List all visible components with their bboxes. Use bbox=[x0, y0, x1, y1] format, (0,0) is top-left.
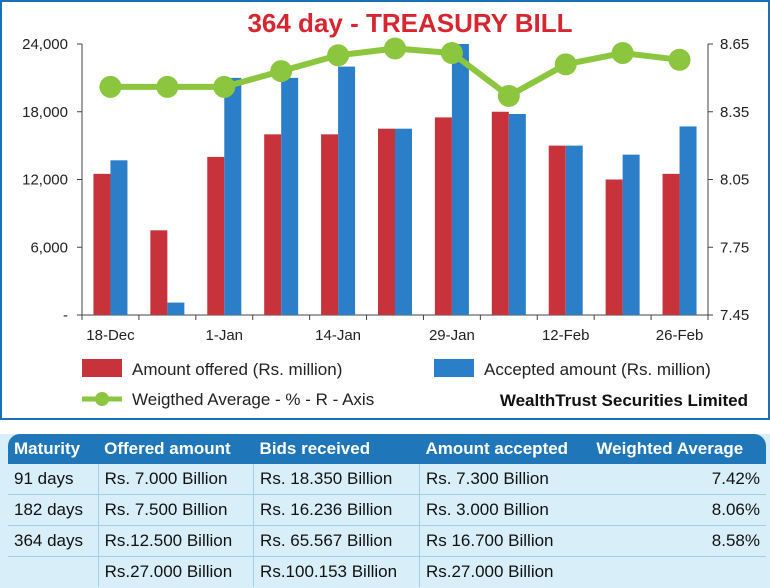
y2-tick-label: 7.45 bbox=[720, 307, 749, 324]
x-tick-label: 26-Feb bbox=[656, 327, 704, 344]
bar-amount-offered bbox=[548, 145, 566, 315]
bar-amount-offered bbox=[264, 134, 282, 315]
bar-amount-offered bbox=[150, 230, 168, 315]
auction-summary-table: Maturity Offered amount Bids received Am… bbox=[8, 434, 766, 587]
cell-accepted-total: Rs.27.000 Billion bbox=[418, 556, 591, 587]
cell-offered: Rs. 7.000 Billion bbox=[97, 464, 254, 495]
cell-weighted-average: 7.42% bbox=[590, 464, 766, 495]
cell-offered: Rs.12.500 Billion bbox=[97, 525, 254, 557]
bar-amount-offered bbox=[434, 117, 452, 315]
legend-swatch-accepted bbox=[434, 359, 474, 377]
weighted-average-point bbox=[611, 42, 634, 65]
table-row: 91 days Rs. 7.000 Billion Rs. 18.350 Bil… bbox=[8, 464, 766, 495]
cell-accepted: Rs. 7.300 Billion bbox=[418, 464, 591, 495]
y2-tick-label: 7.75 bbox=[720, 239, 749, 256]
bar-accepted-amount bbox=[338, 66, 356, 315]
weighted-average-point bbox=[99, 75, 122, 98]
chart-title: 364 day - TREASURY BILL bbox=[247, 8, 572, 38]
cell-offered-total: Rs.27.000 Billion bbox=[97, 556, 254, 587]
bar-amount-offered bbox=[662, 173, 680, 315]
cell-weighted-average bbox=[590, 557, 766, 588]
x-tick-label: 18-Dec bbox=[86, 327, 135, 344]
weighted-average-point bbox=[156, 75, 179, 98]
cell-bids: Rs. 18.350 Billion bbox=[253, 464, 420, 495]
bar-accepted-amount bbox=[281, 77, 299, 315]
y2-tick-label: 8.35 bbox=[720, 104, 749, 121]
header-weighted-average: Weighted Average bbox=[590, 434, 766, 464]
bar-amount-offered bbox=[321, 134, 339, 315]
y2-tick-label: 8.05 bbox=[720, 172, 749, 189]
bar-accepted-amount bbox=[167, 302, 185, 315]
table-row: 182 days Rs. 7.500 Billion Rs. 16.236 Bi… bbox=[8, 494, 766, 526]
bar-amount-offered bbox=[93, 173, 111, 315]
weighted-average-point bbox=[270, 60, 293, 83]
bar-accepted-amount bbox=[679, 126, 697, 315]
y-tick-label: 6,000 bbox=[30, 239, 68, 256]
legend-label-accepted: Accepted amount (Rs. million) bbox=[484, 360, 711, 379]
bar-amount-offered bbox=[605, 179, 623, 315]
cell-weighted-average: 8.58% bbox=[590, 525, 766, 557]
bar-accepted-amount bbox=[622, 154, 640, 315]
y-tick-label: 24,000 bbox=[22, 36, 68, 53]
bar-amount-offered bbox=[207, 156, 225, 315]
table-row: 364 days Rs.12.500 Billion Rs. 65.567 Bi… bbox=[8, 525, 766, 557]
weighted-average-point bbox=[213, 75, 236, 98]
legend-label-offered: Amount offered (Rs. million) bbox=[132, 360, 342, 379]
bar-amount-offered bbox=[378, 128, 395, 315]
table-header-row: Maturity Offered amount Bids received Am… bbox=[8, 434, 766, 464]
bar-amount-offered bbox=[491, 111, 509, 315]
bar-accepted-amount bbox=[451, 44, 469, 315]
y2-tick-label: 8.65 bbox=[720, 36, 749, 53]
bar-accepted-amount bbox=[395, 128, 412, 315]
legend-label-weighted: Weigthed Average - % - R - Axis bbox=[132, 390, 374, 409]
cell-accepted: Rs. 3.000 Billion bbox=[418, 494, 591, 526]
tick-labels: - 6,000 12,000 18,000 24,000 7.45 7.75 8.05 8.35… bbox=[22, 36, 749, 344]
weighted-average-point bbox=[497, 84, 520, 107]
cell-maturity bbox=[8, 557, 98, 588]
header-amount-accepted: Amount accepted bbox=[419, 434, 591, 464]
bar-accepted-amount bbox=[110, 160, 128, 315]
header-offered-amount: Offered amount bbox=[98, 434, 254, 464]
x-tick-label: 29-Jan bbox=[429, 327, 475, 344]
treasury-bill-chart: 364 day - TREASURY BILL - 6,000 12,000 18,0… bbox=[22, 8, 749, 410]
header-maturity: Maturity bbox=[8, 434, 99, 464]
weighted-average-point bbox=[440, 42, 463, 65]
brand-label: WealthTrust Securities Limited bbox=[500, 391, 748, 410]
cell-maturity: 182 days bbox=[8, 494, 99, 526]
y-tick-label: - bbox=[63, 307, 68, 324]
cell-accepted: Rs 16.700 Billion bbox=[418, 525, 591, 557]
weighted-average-point bbox=[668, 48, 691, 71]
weighted-average-point bbox=[384, 37, 406, 60]
header-bids-received: Bids received bbox=[253, 434, 420, 464]
legend-marker-weighted bbox=[95, 392, 109, 406]
bars bbox=[93, 44, 697, 315]
legend-swatch-offered bbox=[82, 359, 122, 377]
cell-maturity: 364 days bbox=[8, 525, 99, 557]
cell-maturity: 91 days bbox=[8, 464, 99, 495]
bar-accepted-amount bbox=[565, 145, 583, 315]
y-tick-label: 12,000 bbox=[22, 172, 68, 189]
bar-accepted-amount bbox=[224, 77, 242, 315]
cell-bids: Rs. 65.567 Billion bbox=[253, 525, 420, 557]
y-tick-label: 18,000 bbox=[22, 104, 68, 121]
x-tick-label: 14-Jan bbox=[315, 327, 361, 344]
weighted-average-point bbox=[554, 53, 577, 76]
cell-weighted-average: 8.06% bbox=[590, 494, 766, 526]
weighted-average-line bbox=[99, 37, 691, 107]
bar-accepted-amount bbox=[508, 114, 526, 315]
x-tick-label: 12-Feb bbox=[542, 327, 590, 344]
x-tick-label: 1-Jan bbox=[206, 327, 244, 344]
weighted-average-point bbox=[327, 44, 350, 67]
chart-panel: 364 day - TREASURY BILL - 6,000 12,000 18,0… bbox=[0, 0, 770, 420]
cell-bids: Rs. 16.236 Billion bbox=[253, 494, 420, 526]
cell-bids-total: Rs.100.153 Billion bbox=[253, 556, 420, 587]
table-total-row: Rs.27.000 Billion Rs.100.153 Billion Rs.… bbox=[8, 556, 766, 588]
auction-summary-table-panel: Maturity Offered amount Bids received Am… bbox=[0, 434, 770, 588]
cell-offered: Rs. 7.500 Billion bbox=[97, 494, 254, 526]
